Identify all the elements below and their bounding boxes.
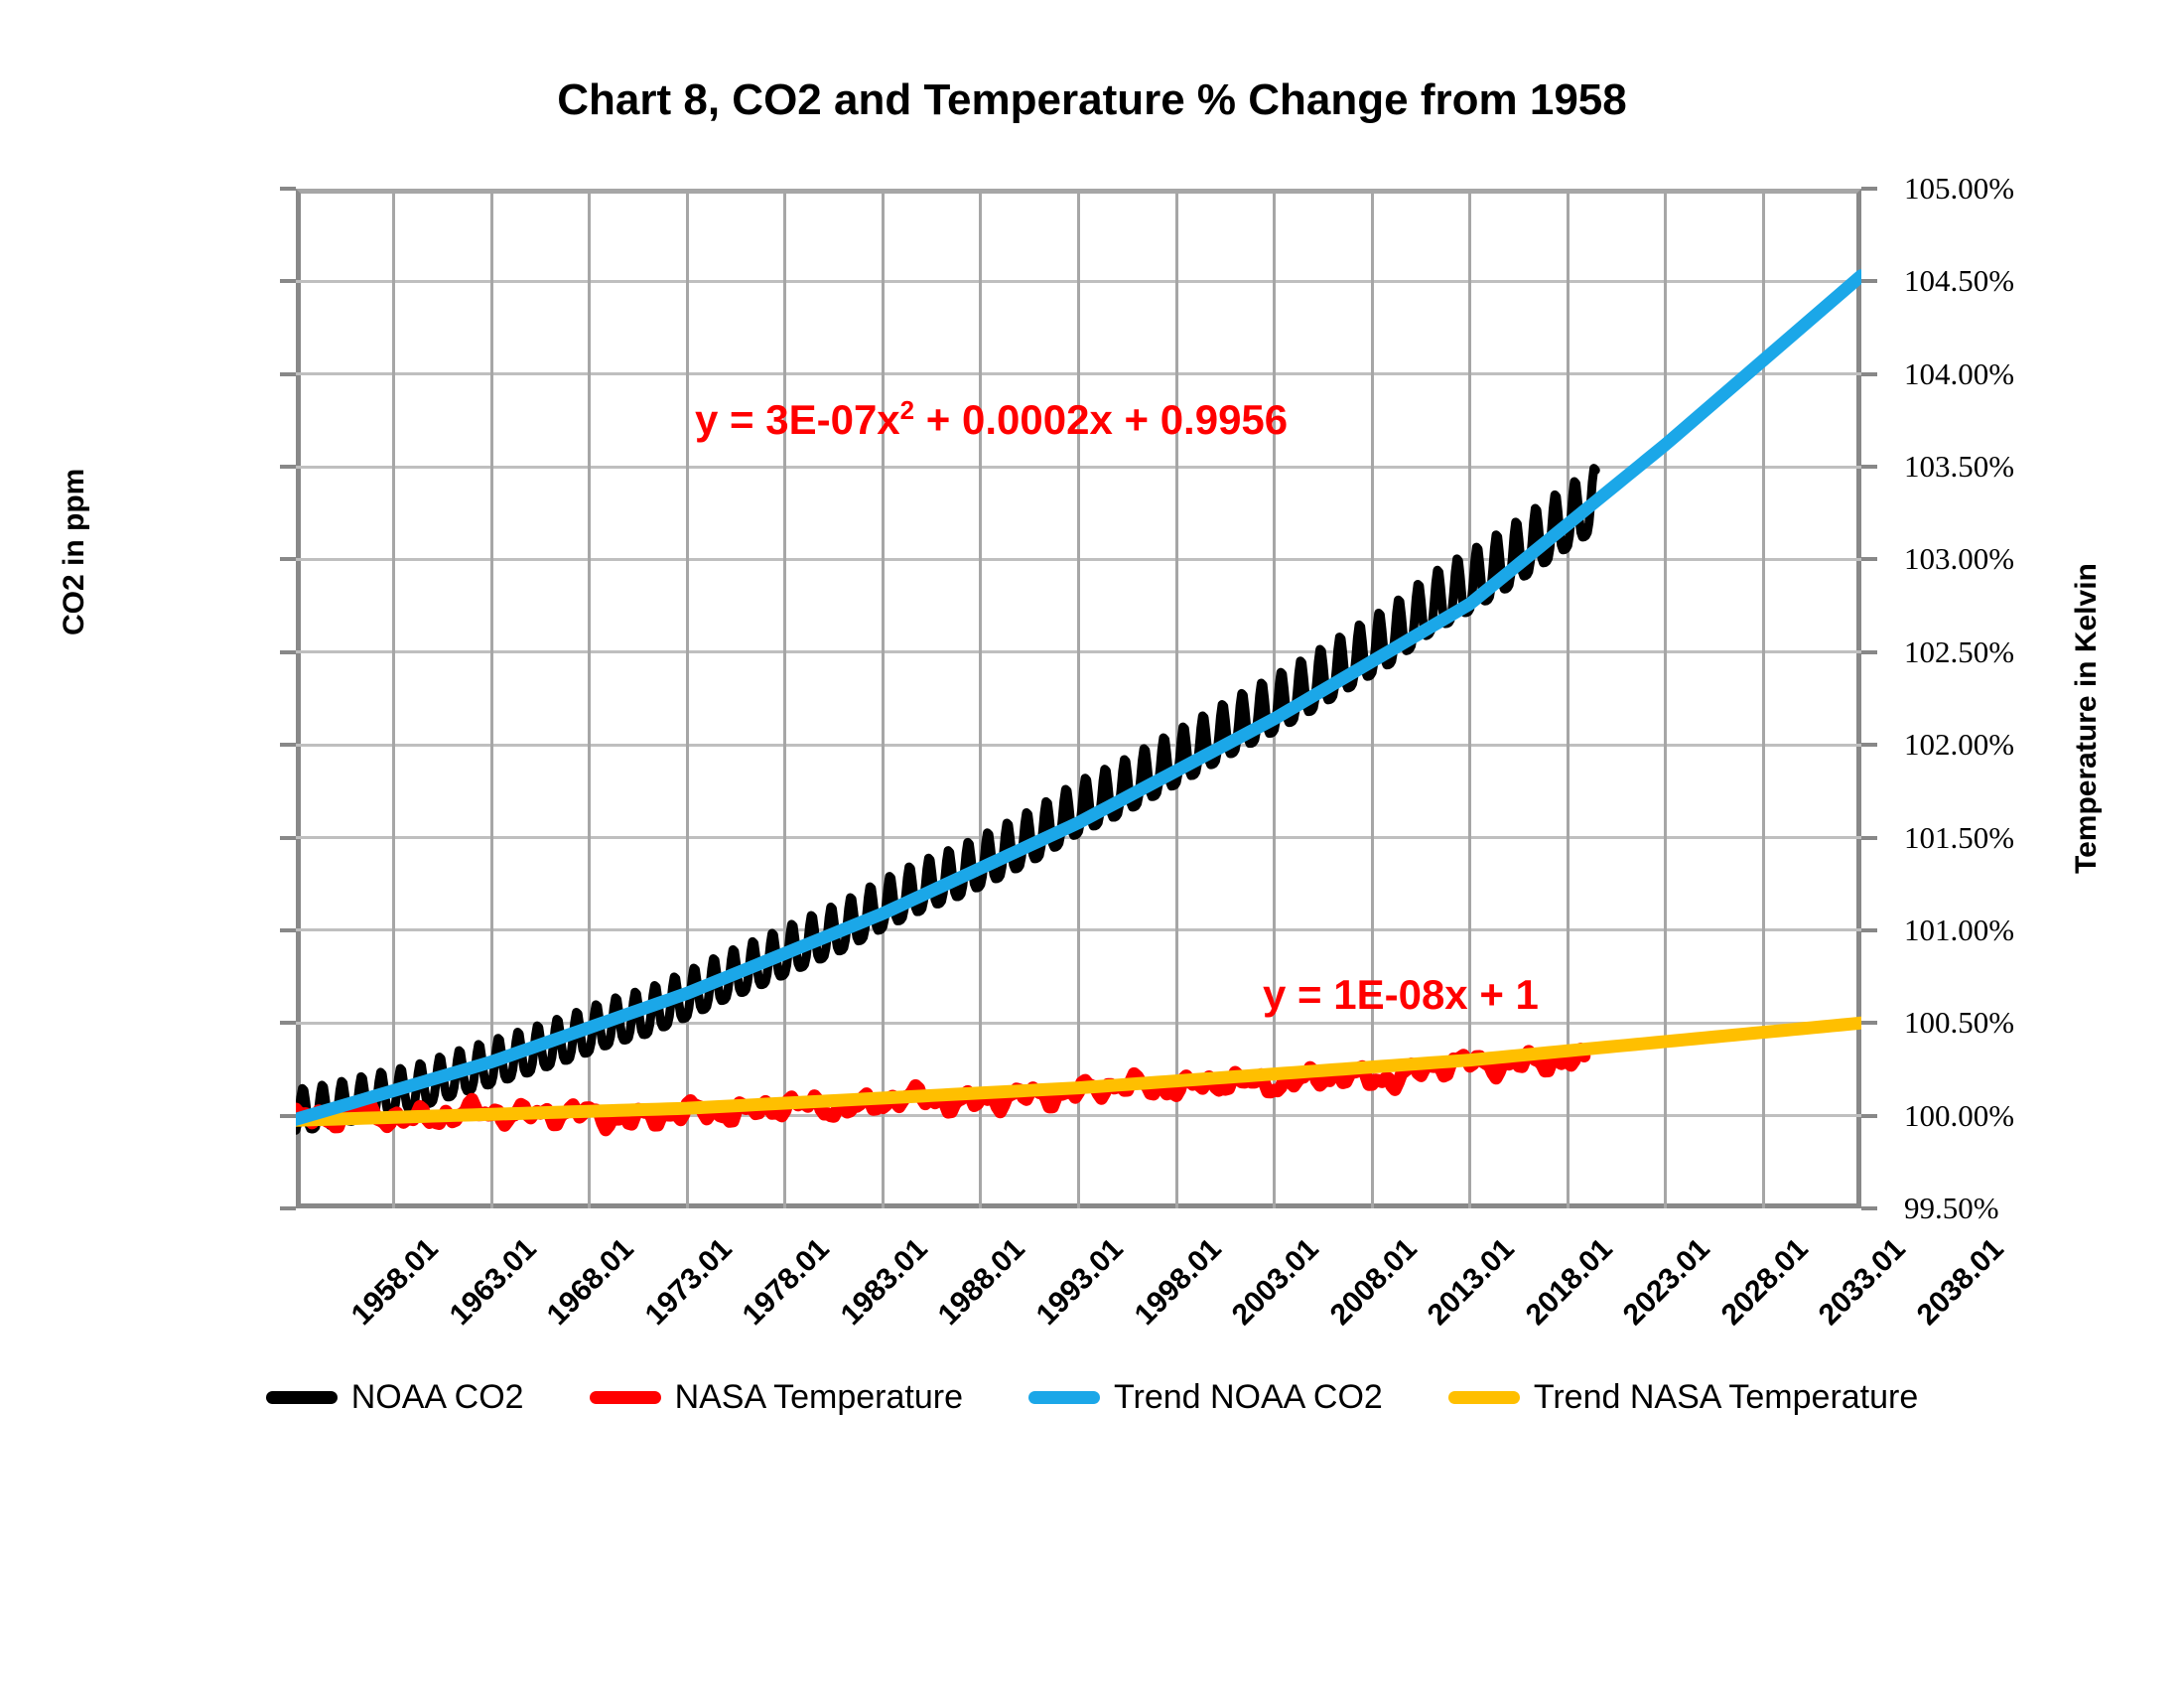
tick-right xyxy=(1861,465,1877,470)
legend-swatch-icon xyxy=(265,1391,338,1404)
gridline-vertical xyxy=(1664,189,1668,1208)
right-axis-tick-label: 102.00% xyxy=(1904,727,2015,763)
legend-swatch-icon xyxy=(589,1391,661,1404)
x-axis-tick-label: 2023.01 xyxy=(1617,1232,1717,1333)
legend-item-trend-noaa-co2[interactable]: Trend NOAA CO2 xyxy=(1028,1378,1383,1417)
x-axis-tick-label: 1998.01 xyxy=(1128,1232,1228,1333)
legend-item-trend-nasa-temperature[interactable]: Trend NASA Temperature xyxy=(1447,1378,1919,1417)
right-axis-tick-label: 103.00% xyxy=(1904,541,2015,577)
gridline-vertical xyxy=(588,189,592,1208)
x-axis-tick-label: 2013.01 xyxy=(1421,1232,1521,1333)
tick-right xyxy=(1861,1206,1877,1210)
tick-right xyxy=(1861,1021,1877,1026)
gridline-vertical xyxy=(392,189,396,1208)
tick-left xyxy=(280,835,296,840)
x-axis-tick-label: 1968.01 xyxy=(540,1232,640,1333)
gridline-vertical xyxy=(1761,189,1765,1208)
right-axis-tick-label: 101.00% xyxy=(1904,912,2015,947)
series-noaa-co2 xyxy=(296,464,1600,1135)
legend-swatch-icon xyxy=(1028,1391,1100,1404)
series-layer xyxy=(296,269,1861,1137)
tick-left xyxy=(280,279,296,284)
gridline-vertical xyxy=(1566,189,1570,1208)
tick-right xyxy=(1861,1113,1877,1118)
tick-right xyxy=(1861,649,1877,654)
legend-label: Trend NOAA CO2 xyxy=(1114,1378,1383,1416)
right-axis-tick-label: 103.50% xyxy=(1904,449,2015,485)
gridline-vertical xyxy=(783,189,787,1208)
eq-co2-exponent: 2 xyxy=(899,395,915,425)
x-axis-tick-label: 2028.01 xyxy=(1714,1232,1815,1333)
gridline-vertical xyxy=(979,189,983,1208)
tick-left xyxy=(280,1021,296,1026)
x-axis-tick-label: 1958.01 xyxy=(344,1232,445,1333)
legend-item-nasa-temperature[interactable]: NASA Temperature xyxy=(589,1378,963,1417)
gridline-vertical xyxy=(685,189,689,1208)
x-axis-tick-label: 2008.01 xyxy=(1323,1232,1424,1333)
legend-label: NASA Temperature xyxy=(674,1378,963,1416)
tick-right xyxy=(1861,187,1877,191)
x-axis-tick-label: 2038.01 xyxy=(1910,1232,2010,1333)
tick-left xyxy=(280,1113,296,1118)
x-axis-tick-label: 2003.01 xyxy=(1225,1232,1325,1333)
gridline-vertical xyxy=(1370,189,1374,1208)
eq-co2-prefix: y = 3E-07x xyxy=(695,396,900,443)
right-axis-tick-label: 100.50% xyxy=(1904,1005,2015,1041)
trendline-equation-temperature: y = 1E-08x + 1 xyxy=(1263,971,1539,1018)
x-axis-tick-label: 1993.01 xyxy=(1029,1232,1130,1333)
x-axis-tick-label: 1973.01 xyxy=(638,1232,739,1333)
series-trend-nasa-temperature xyxy=(296,1016,1861,1127)
left-axis-title: CO2 in ppm xyxy=(58,468,90,635)
tick-right xyxy=(1861,835,1877,840)
right-axis-tick-label: 104.50% xyxy=(1904,263,2015,299)
x-axis-tick-label: 2033.01 xyxy=(1813,1232,1913,1333)
tick-left xyxy=(280,465,296,470)
eq-co2-suffix: + 0.0002x + 0.9956 xyxy=(914,396,1289,443)
tick-left xyxy=(280,743,296,748)
tick-right xyxy=(1861,371,1877,376)
tick-left xyxy=(280,187,296,191)
right-axis-tick-label: 100.00% xyxy=(1904,1097,2015,1133)
series-trend-noaa-co2 xyxy=(296,269,1861,1126)
right-axis-tick-label: 104.00% xyxy=(1904,355,2015,391)
right-axis-tick-label: 105.00% xyxy=(1904,171,2015,206)
x-axis-tick-label: 1963.01 xyxy=(443,1232,543,1333)
gridline-vertical xyxy=(1174,189,1178,1208)
plot-area xyxy=(280,187,1877,1210)
right-axis-tick-label: 102.50% xyxy=(1904,633,2015,669)
legend-label: Trend NASA Temperature xyxy=(1533,1378,1919,1416)
legend-swatch-icon xyxy=(1447,1391,1520,1404)
x-axis-tick-label: 1978.01 xyxy=(737,1232,837,1333)
x-axis-tick-label: 2018.01 xyxy=(1519,1232,1619,1333)
right-axis-tick-label: 99.50% xyxy=(1904,1191,1999,1225)
tick-right xyxy=(1861,927,1877,932)
tick-right xyxy=(1861,557,1877,562)
x-axis-tick-label: 1983.01 xyxy=(834,1232,934,1333)
legend-item-noaa-co2[interactable]: NOAA CO2 xyxy=(265,1378,524,1417)
gridline-vertical xyxy=(1077,189,1080,1208)
tick-left xyxy=(280,1206,296,1210)
tick-left xyxy=(280,927,296,932)
tick-left xyxy=(280,649,296,654)
tick-right xyxy=(1861,279,1877,284)
right-axis-tick-label: 101.50% xyxy=(1904,819,2015,855)
legend-label: NOAA CO2 xyxy=(350,1378,524,1416)
trendline-equation-co2: y = 3E-07x2 + 0.0002x + 0.9956 xyxy=(695,395,1288,444)
chart-title: Chart 8, CO2 and Temperature % Change fr… xyxy=(557,75,1627,124)
chart-legend: NOAA CO2 NASA Temperature Trend NOAA CO2 Tr… xyxy=(0,1378,2184,1417)
gridline-vertical xyxy=(1468,189,1472,1208)
gridline-vertical xyxy=(881,189,885,1208)
tick-left xyxy=(280,371,296,376)
tick-right xyxy=(1861,743,1877,748)
tick-left xyxy=(280,557,296,562)
x-axis-tick-label: 1988.01 xyxy=(932,1232,1032,1333)
gridline-vertical xyxy=(489,189,493,1208)
